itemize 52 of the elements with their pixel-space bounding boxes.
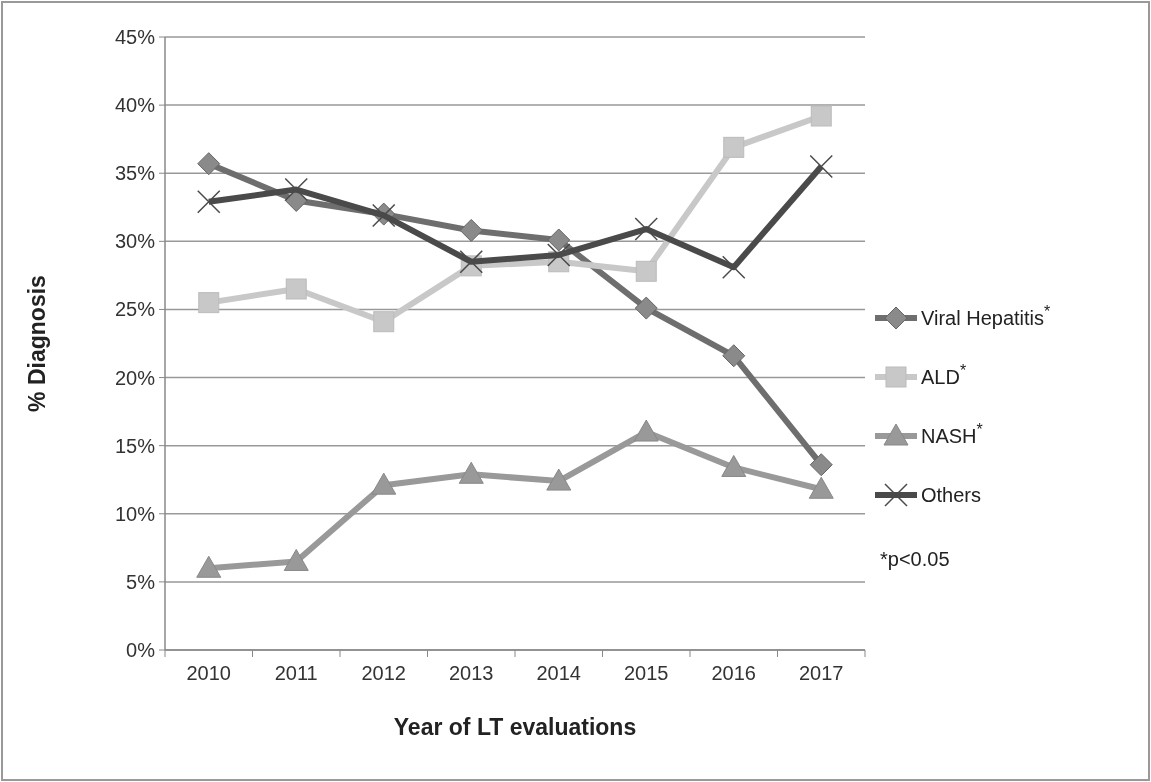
y-tick-label: 45% xyxy=(114,26,156,48)
point xyxy=(633,419,659,442)
point xyxy=(547,228,571,252)
point xyxy=(722,255,746,279)
point xyxy=(197,190,221,214)
y-axis-title: % Diagnosis xyxy=(24,275,50,412)
point xyxy=(196,555,222,578)
y-tick-label: 30% xyxy=(114,230,156,253)
point xyxy=(458,461,484,484)
x-tick-label: 2016 xyxy=(711,662,756,684)
x-tick-label: 2013 xyxy=(449,662,494,684)
point xyxy=(634,217,658,241)
point xyxy=(373,311,395,333)
point xyxy=(810,105,832,127)
point xyxy=(722,344,746,368)
point xyxy=(723,136,745,158)
point xyxy=(547,243,571,267)
x-tick-label: 2015 xyxy=(624,662,669,684)
point xyxy=(721,454,747,477)
point xyxy=(198,292,220,314)
point xyxy=(809,154,833,179)
point xyxy=(808,476,834,499)
x-tick-label: 2011 xyxy=(274,662,318,684)
y-tick-label: 25% xyxy=(114,298,156,321)
y-tick-label: 15% xyxy=(114,434,156,457)
y-tick-label: 5% xyxy=(126,570,156,593)
legend-label: Viral Hepatitis$^{*}$ xyxy=(921,302,1051,329)
y-tick-label: 40% xyxy=(114,94,156,117)
y-tick-label: 20% xyxy=(114,366,156,389)
x-axis-title: Year of LT evaluations xyxy=(393,714,637,740)
x-tick-label: 2017 xyxy=(799,662,844,684)
text: *p<0.05 xyxy=(880,548,950,570)
legend-label: NASH$^{*}$ xyxy=(921,420,983,447)
y-tick-label: 10% xyxy=(114,502,156,525)
point xyxy=(283,548,309,571)
point xyxy=(635,260,657,282)
point xyxy=(371,472,397,495)
point xyxy=(546,468,572,491)
x-tick-label: 2014 xyxy=(536,662,581,684)
point xyxy=(809,453,833,477)
point xyxy=(284,177,308,202)
x-tick-label: 2012 xyxy=(361,662,406,684)
point xyxy=(459,250,483,274)
y-tick-label: 0% xyxy=(126,639,156,661)
point xyxy=(634,296,658,320)
point xyxy=(197,152,221,176)
legend-label: Others xyxy=(921,484,982,506)
point xyxy=(285,278,307,300)
y-tick-label: 35% xyxy=(114,162,156,185)
legend-label: ALD$^{*}$ xyxy=(921,361,967,388)
x-tick-label: 2010 xyxy=(186,662,231,684)
point xyxy=(459,218,483,242)
